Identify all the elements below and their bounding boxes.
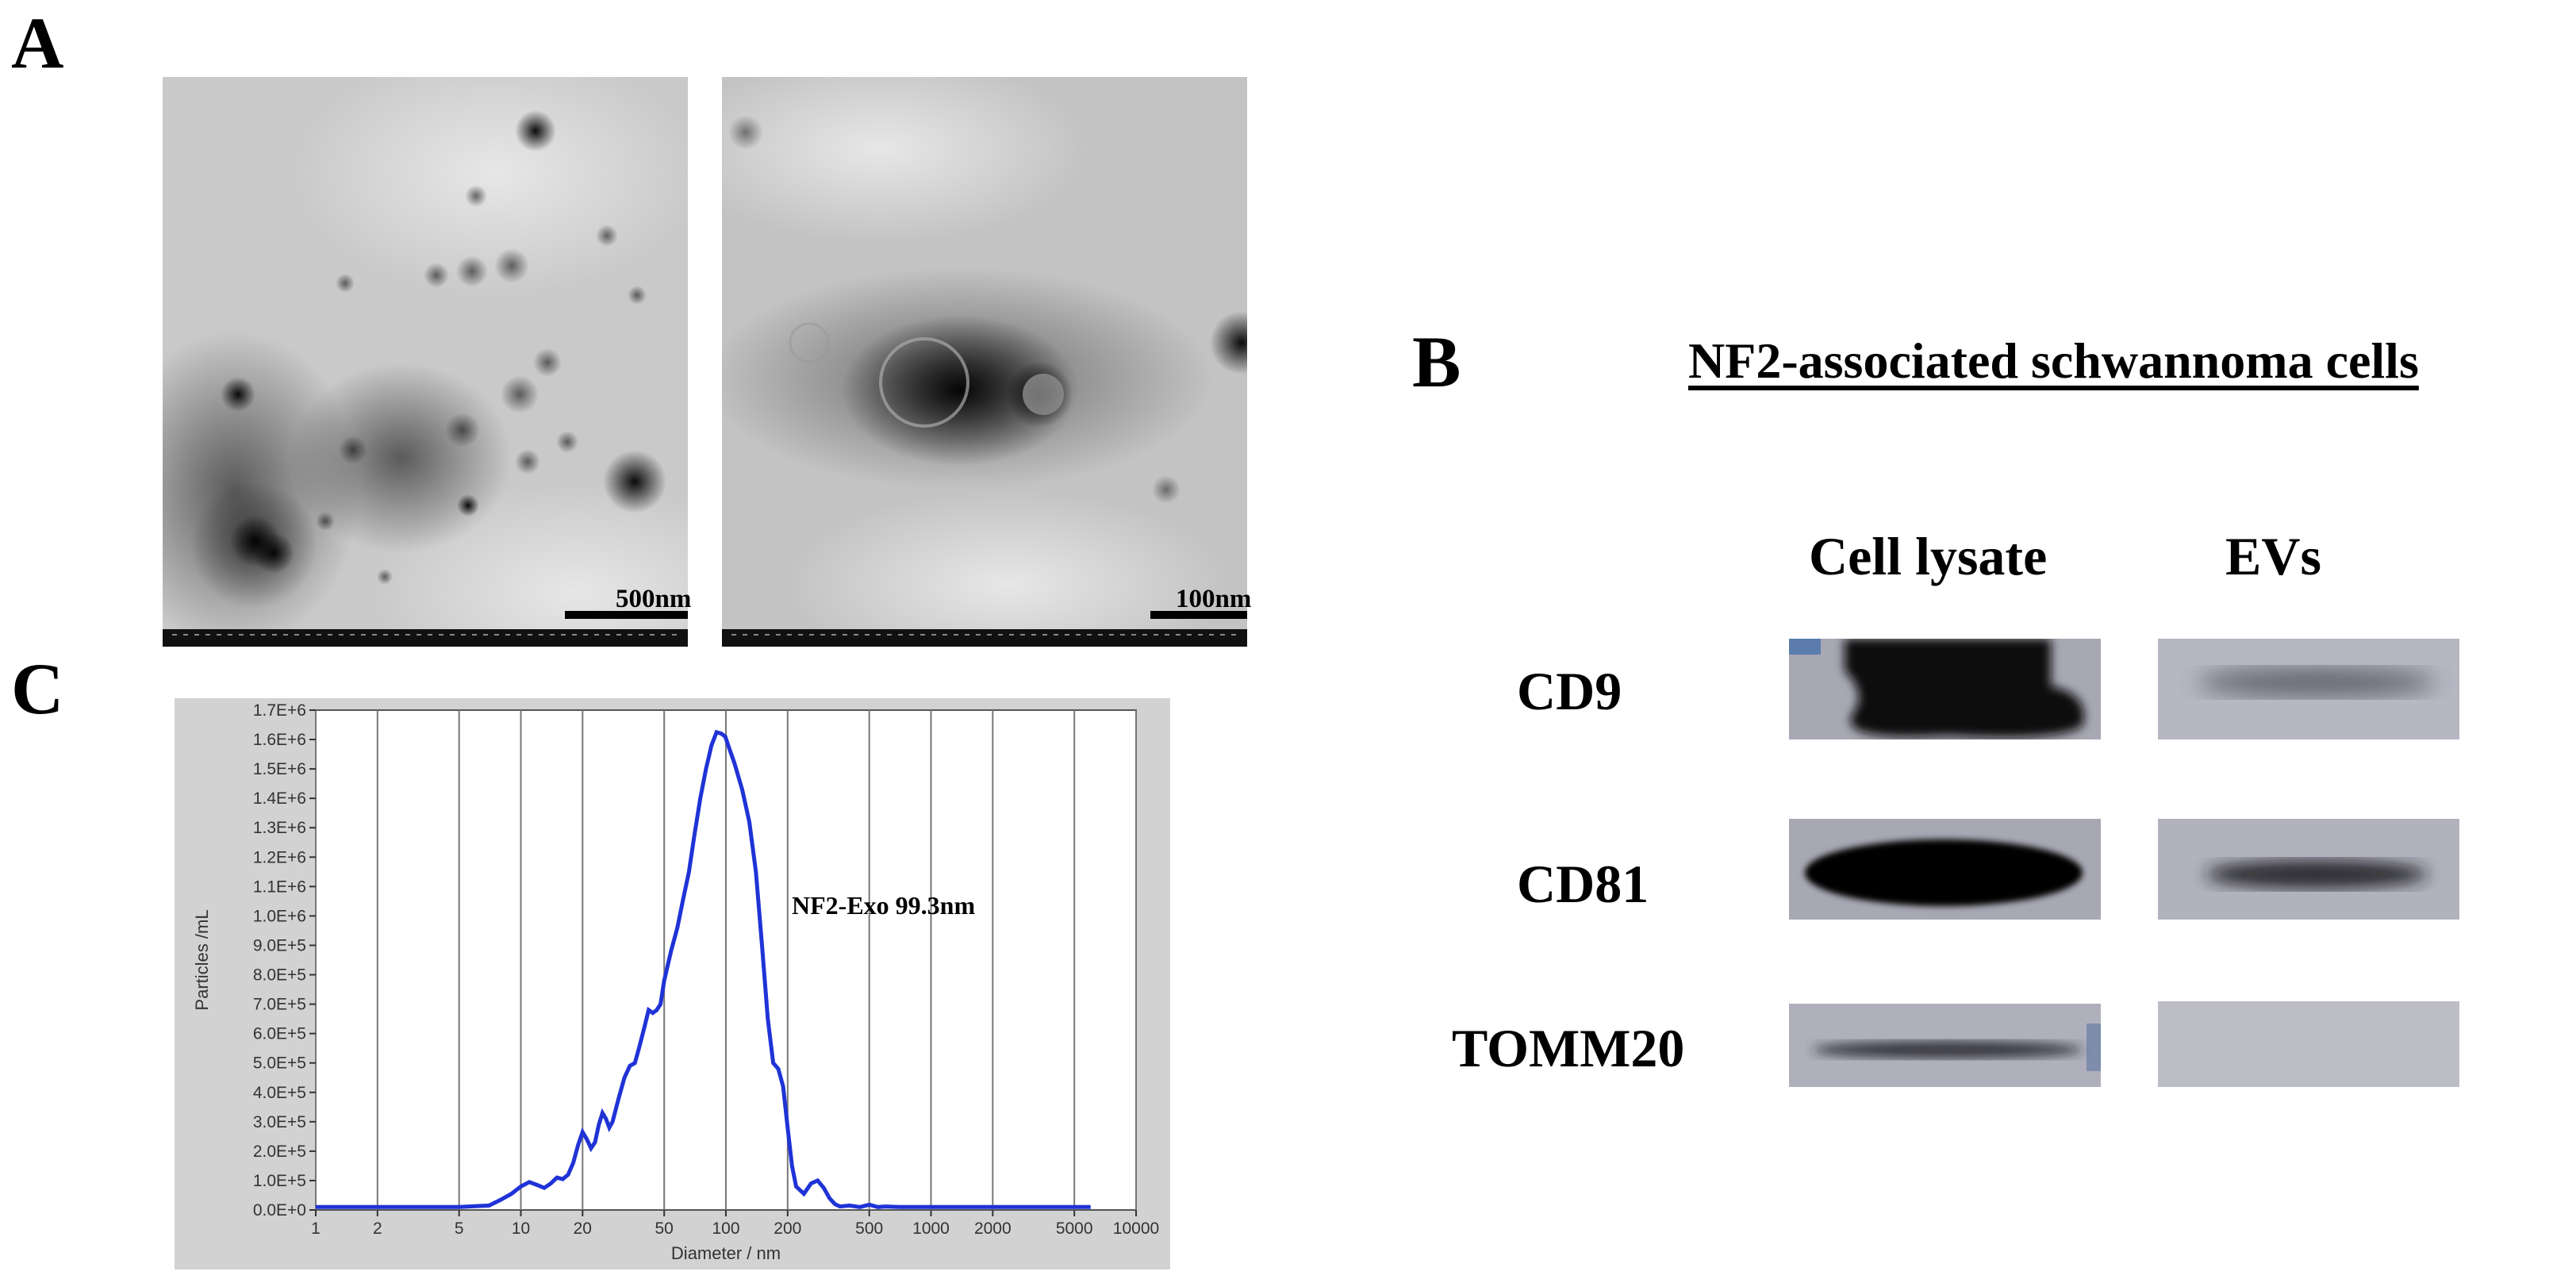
column-label-cell-lysate: Cell lysate (1809, 526, 2048, 586)
y-tick-label: 6.0E+5 (253, 1025, 306, 1043)
y-tick-label: 0.0E+0 (253, 1201, 306, 1219)
y-tick-label: 1.0E+6 (253, 907, 306, 925)
scale-bar-500nm (565, 611, 688, 619)
x-tick-label: 5 (455, 1219, 464, 1238)
tem-info-bar (163, 629, 688, 647)
x-tick-label: 1 (311, 1219, 321, 1238)
y-tick-label: 4.0E+5 (253, 1084, 306, 1102)
tem-image-high-mag (722, 77, 1247, 647)
y-tick-label: 1.0E+5 (253, 1172, 306, 1190)
blot-cd81-evs (2158, 819, 2459, 920)
blot-cd9-lysate (1789, 639, 2101, 739)
x-tick-label: 10000 (1113, 1219, 1159, 1238)
peak-annotation: NF2-Exo 99.3nm (792, 891, 975, 920)
y-tick-label: 1.5E+6 (253, 760, 306, 778)
x-tick-label: 500 (855, 1219, 883, 1238)
blot-tomm20-lysate (1789, 1004, 2101, 1087)
blot-cd81-lysate (1789, 819, 2101, 920)
tem-info-bar (722, 629, 1247, 647)
y-tick-label: 2.0E+5 (253, 1143, 306, 1161)
column-label-evs: EVs (2225, 526, 2321, 586)
y-tick-label: 3.0E+5 (253, 1113, 306, 1131)
y-tick-label: 7.0E+5 (253, 996, 306, 1014)
x-tick-label: 2000 (974, 1219, 1012, 1238)
x-tick-label: 20 (574, 1219, 592, 1238)
blot-tomm20-evs (2158, 1001, 2459, 1087)
x-tick-label: 1000 (912, 1219, 950, 1238)
x-tick-label: 50 (655, 1219, 674, 1238)
scale-label-100nm: 100nm (1176, 585, 1252, 613)
y-tick-label: 8.0E+5 (253, 966, 306, 985)
y-tick-label: 1.3E+6 (253, 819, 306, 837)
scale-label-500nm: 500nm (616, 585, 692, 613)
y-tick-label: 5.0E+5 (253, 1054, 306, 1073)
y-tick-label: 1.4E+6 (253, 789, 306, 808)
y-tick-label: 1.1E+6 (253, 878, 306, 896)
scale-bar-100nm (1150, 611, 1247, 619)
panel-c-label: C (11, 648, 64, 729)
row-label-tomm20: TOMM20 (1452, 1018, 1685, 1078)
x-tick-label: 5000 (1056, 1219, 1093, 1238)
y-tick-label: 1.2E+6 (253, 848, 306, 866)
y-tick-label: 1.7E+6 (253, 701, 306, 720)
x-axis-label: Diameter / nm (671, 1243, 781, 1263)
panel-b-label: B (1412, 321, 1461, 402)
panel-a-label: A (11, 2, 64, 83)
row-label-cd9: CD9 (1517, 661, 1622, 721)
tem-image-low-mag (163, 77, 688, 647)
y-tick-label: 9.0E+5 (253, 936, 306, 954)
blot-cd9-evs (2158, 639, 2459, 739)
y-tick-label: 1.6E+6 (253, 731, 306, 749)
x-tick-label: 100 (712, 1219, 739, 1238)
series-line (316, 729, 1091, 1209)
x-tick-label: 10 (512, 1219, 530, 1238)
row-label-cd81: CD81 (1517, 854, 1649, 914)
x-tick-label: 2 (373, 1219, 382, 1238)
x-tick-label: 200 (774, 1219, 801, 1238)
y-axis-label: Particles /mL (192, 909, 212, 1010)
western-blot-title: NF2-associated schwannoma cells (1688, 332, 2419, 389)
